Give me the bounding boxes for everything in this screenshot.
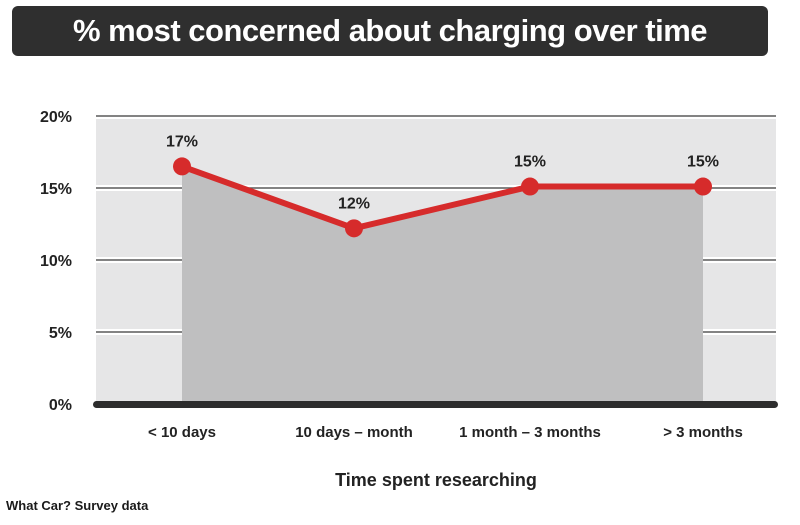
y-tick-label: 10% bbox=[40, 253, 72, 270]
data-points bbox=[173, 157, 712, 238]
y-tick-label: 5% bbox=[49, 325, 72, 342]
data-labels: 17% 12% 15% 15% bbox=[166, 133, 719, 212]
x-tick-label: 10 days – month bbox=[295, 424, 413, 441]
data-point bbox=[173, 157, 191, 176]
data-label: 17% bbox=[166, 133, 198, 150]
data-label: 15% bbox=[514, 154, 546, 171]
data-label: 12% bbox=[338, 195, 370, 212]
y-tick-label: 0% bbox=[49, 397, 72, 414]
y-axis-ticks: 0% 5% 10% 15% 20% bbox=[40, 109, 72, 414]
data-point bbox=[694, 177, 712, 196]
y-tick-label: 20% bbox=[40, 109, 72, 126]
y-tick-label: 15% bbox=[40, 181, 72, 198]
source-note: What Car? Survey data bbox=[6, 498, 149, 513]
x-tick-label: 1 month – 3 months bbox=[459, 424, 601, 441]
x-axis-ticks: < 10 days 10 days – month 1 month – 3 mont… bbox=[148, 424, 743, 441]
data-point bbox=[521, 177, 539, 196]
x-tick-label: > 3 months bbox=[663, 424, 743, 441]
chart-title: % most concerned about charging over tim… bbox=[72, 13, 708, 48]
area-fill bbox=[182, 166, 703, 404]
series-line bbox=[179, 163, 706, 232]
x-tick-label: < 10 days bbox=[148, 424, 216, 441]
x-axis-baseline bbox=[93, 401, 778, 408]
data-label: 15% bbox=[687, 154, 719, 171]
data-point bbox=[345, 219, 363, 238]
chart-title-bar: % most concerned about charging over tim… bbox=[12, 6, 768, 56]
x-axis-title: Time spent researching bbox=[335, 470, 537, 490]
